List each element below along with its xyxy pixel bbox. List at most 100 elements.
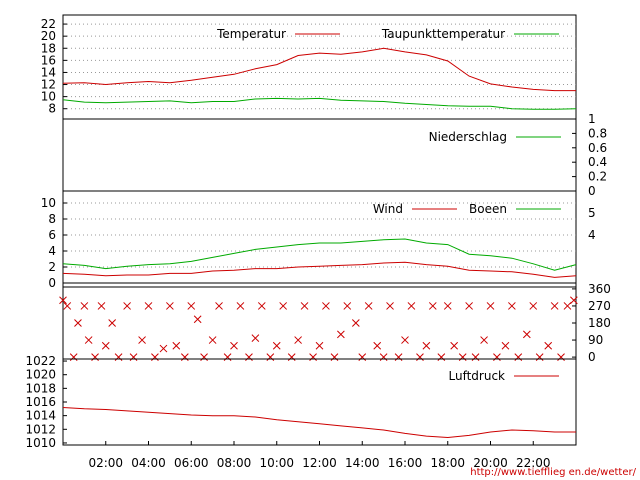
y-tick-label: 180 xyxy=(588,316,611,330)
x-tick-label: 10:00 xyxy=(259,456,294,470)
scatter-point xyxy=(279,302,288,310)
scatter-point xyxy=(358,353,367,361)
x-tick-label: 16:00 xyxy=(388,456,423,470)
legend-label: Taupunkttemperatur xyxy=(381,27,505,41)
scatter-point xyxy=(443,302,452,310)
right-tick-label: 5 xyxy=(588,206,596,220)
legend-label: Luftdruck xyxy=(448,369,505,383)
x-tick-label: 18:00 xyxy=(430,456,465,470)
y-tick-label: 10 xyxy=(41,196,56,210)
panel-precipitation: 00.20.40.60.81 xyxy=(62,112,607,198)
scatter-point xyxy=(230,341,238,350)
y-tick-label: 0 xyxy=(588,350,596,364)
scatter-point xyxy=(428,302,437,310)
scatter-point xyxy=(159,344,168,353)
y-tick-label: 22 xyxy=(41,17,56,31)
y-tick-label: 90 xyxy=(588,333,603,347)
scatter-point xyxy=(223,353,232,361)
scatter-point xyxy=(166,302,174,310)
scatter-point xyxy=(364,302,373,310)
series-line-taupunkttemperatur xyxy=(62,97,577,110)
y-tick-label: 0 xyxy=(48,276,56,290)
scatter-point xyxy=(514,353,523,361)
y-tick-label: 1010 xyxy=(25,436,56,450)
y-tick-label: 14 xyxy=(41,65,56,79)
y-tick-label: 1 xyxy=(588,112,596,126)
x-tick-label: 14:00 xyxy=(345,456,380,470)
y-tick-label: 1012 xyxy=(25,422,56,436)
scatter-point xyxy=(287,353,296,361)
scatter-point xyxy=(337,330,345,339)
scatter-point xyxy=(129,353,138,361)
scatter-point xyxy=(351,319,360,327)
scatter-point xyxy=(407,302,416,310)
x-tick-label: 04:00 xyxy=(131,456,166,470)
right-tick-label: 4 xyxy=(588,228,596,242)
series-line-boeen xyxy=(62,238,577,271)
scatter-point xyxy=(138,336,146,344)
scatter-point xyxy=(97,302,106,310)
scatter-point xyxy=(437,353,446,361)
scatter-point xyxy=(80,302,89,310)
scatter-point xyxy=(172,341,181,350)
scatter-point xyxy=(544,341,553,350)
scatter-point xyxy=(215,302,223,310)
scatter-point xyxy=(373,341,382,350)
scatter-point xyxy=(63,302,72,310)
panel-wind: 0 2 4 6 8 10 5 4 xyxy=(41,190,596,290)
scatter-point xyxy=(570,296,578,305)
scatter-point xyxy=(59,296,67,305)
legend-label: Boeen xyxy=(469,202,507,216)
chart-panels: 81012141618202200.20.40.60.8102468105409… xyxy=(25,14,611,450)
scatter-point xyxy=(379,353,388,361)
y-tick-label: 6 xyxy=(48,228,56,242)
scatter-point xyxy=(450,341,459,350)
series-windrichtung xyxy=(59,296,578,361)
scatter-point xyxy=(315,341,324,350)
y-tick-label: 0.2 xyxy=(588,170,607,184)
scatter-point xyxy=(480,336,488,344)
scatter-point xyxy=(300,302,309,310)
y-tick-label: 0.6 xyxy=(588,141,607,155)
y-tick-label: 4 xyxy=(48,244,56,258)
scatter-point xyxy=(101,341,110,350)
y-tick-label: 8 xyxy=(48,212,56,226)
y-tick-label: 2 xyxy=(48,260,56,274)
x-tick-label: 22:00 xyxy=(516,456,551,470)
scatter-point xyxy=(465,302,473,310)
scatter-point xyxy=(458,353,467,361)
scatter-point xyxy=(386,302,394,310)
x-tick-label: 20:00 xyxy=(473,456,508,470)
scatter-point xyxy=(501,341,510,350)
x-tick-label: 08:00 xyxy=(217,456,252,470)
scatter-point xyxy=(200,353,208,361)
scatter-point xyxy=(471,353,480,361)
legend-label: Temperatur xyxy=(216,27,286,41)
source-link[interactable]: http://www.tiefflieg en.de/wetter/ xyxy=(470,467,636,478)
scatter-point xyxy=(272,341,281,350)
y-tick-label: 10 xyxy=(41,90,56,104)
scatter-point xyxy=(151,353,159,361)
scatter-point xyxy=(74,319,82,327)
scatter-point xyxy=(251,334,260,343)
series-line-wind xyxy=(62,261,577,278)
x-tick-label: 02:00 xyxy=(88,456,123,470)
scatter-point xyxy=(508,302,516,310)
scatter-point xyxy=(123,302,131,310)
y-tick-label: 1018 xyxy=(25,381,56,395)
scatter-point xyxy=(208,336,217,344)
scatter-point xyxy=(330,353,339,361)
y-tick-label: 8 xyxy=(48,102,56,116)
y-tick-label: 270 xyxy=(588,299,611,313)
x-tick-label: 12:00 xyxy=(302,456,337,470)
scatter-point xyxy=(193,315,202,324)
y-tick-label: 0.8 xyxy=(588,126,607,140)
y-tick-label: 1020 xyxy=(25,368,56,382)
scatter-point xyxy=(266,353,275,361)
y-tick-label: 0.4 xyxy=(588,155,607,169)
scatter-point xyxy=(493,353,501,361)
scatter-point xyxy=(522,330,531,339)
